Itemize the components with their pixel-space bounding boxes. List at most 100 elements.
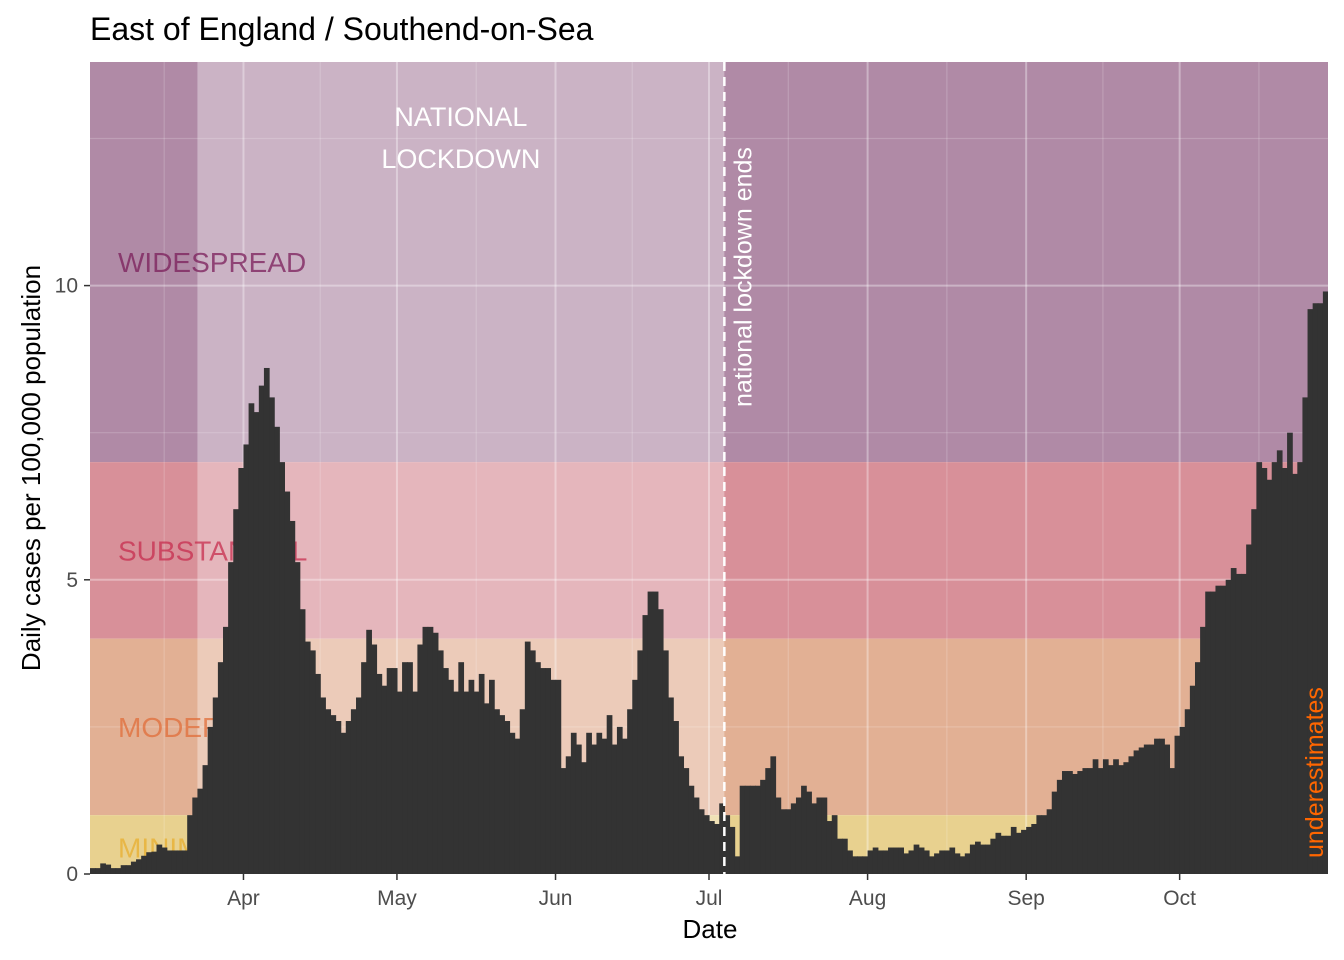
bar: [197, 788, 204, 874]
bar: [509, 732, 516, 874]
bar: [95, 868, 101, 874]
bar: [1138, 747, 1145, 874]
bar: [1118, 765, 1124, 874]
bar: [489, 679, 495, 874]
bar: [749, 785, 756, 874]
bar: [381, 685, 388, 874]
bar: [903, 853, 910, 874]
bar: [228, 562, 234, 874]
bar: [176, 850, 183, 874]
bar: [171, 850, 178, 874]
bar: [1082, 768, 1089, 874]
bar: [1230, 568, 1237, 874]
bar: [248, 403, 255, 874]
bar: [524, 641, 531, 874]
bar: [1225, 579, 1232, 874]
bar: [1077, 771, 1084, 874]
bar: [795, 797, 802, 874]
bar: [939, 850, 945, 874]
bar: [432, 632, 439, 874]
bar: [852, 856, 858, 874]
bar: [575, 744, 582, 874]
bar: [1184, 709, 1191, 874]
bar: [673, 721, 679, 874]
bar: [770, 756, 777, 874]
bar: [990, 838, 997, 874]
bar: [1041, 815, 1048, 874]
bar: [975, 841, 981, 874]
bar: [1102, 759, 1109, 874]
bar: [1312, 303, 1319, 875]
bar: [146, 852, 152, 874]
bar: [125, 865, 132, 874]
bar: [1281, 468, 1288, 874]
bar: [473, 691, 480, 874]
bar: [376, 673, 383, 874]
bar: [652, 591, 659, 874]
bar: [233, 509, 239, 874]
bar: [130, 861, 137, 874]
x-tick-label: May: [377, 887, 417, 910]
bar: [1092, 759, 1099, 874]
bar: [688, 785, 695, 874]
bar: [811, 803, 818, 874]
bar: [703, 815, 710, 874]
chart-title: East of England / Southend-on-Sea: [90, 11, 594, 47]
bar: [1113, 759, 1119, 874]
bar: [637, 650, 644, 874]
bar: [110, 868, 117, 874]
bar: [269, 397, 275, 874]
y-tick-label: 5: [66, 569, 78, 592]
bar: [729, 826, 736, 874]
bar: [1108, 765, 1114, 874]
bar: [801, 785, 807, 874]
bar: [340, 732, 347, 874]
bar: [611, 744, 618, 874]
bar: [258, 385, 265, 874]
bar: [345, 721, 352, 874]
bar: [780, 809, 787, 874]
bar: [862, 856, 869, 874]
bar: [954, 853, 961, 874]
bar: [1169, 768, 1176, 874]
x-tick-label: Sep: [1007, 887, 1044, 910]
bar: [964, 853, 971, 874]
bar: [1179, 726, 1186, 874]
bar: [1005, 835, 1012, 874]
band-widespread: [90, 62, 1328, 463]
bar: [238, 468, 245, 874]
bar: [760, 779, 766, 874]
bar: [591, 744, 598, 874]
bar: [744, 785, 751, 874]
bar: [755, 785, 761, 874]
bar: [606, 715, 613, 874]
bar: [1200, 626, 1206, 874]
bar: [105, 864, 112, 874]
axes: 0 5 10 Apr May Jun Jul Aug Sep Oct: [55, 275, 1197, 910]
bar: [1072, 773, 1078, 874]
bar: [187, 815, 193, 874]
bar: [1159, 738, 1165, 874]
bar: [535, 662, 541, 874]
bar: [371, 644, 378, 874]
x-tick-label: Jun: [539, 887, 573, 910]
bar: [422, 626, 429, 874]
bar: [207, 726, 214, 874]
bar: [969, 844, 976, 874]
bar: [949, 847, 956, 874]
bar: [279, 462, 285, 874]
bar: [1205, 591, 1211, 874]
bar: [1148, 744, 1155, 874]
bar: [632, 679, 638, 874]
bar: [555, 679, 562, 874]
lockdown-end-label: national lockdown ends: [729, 147, 757, 407]
bar: [918, 847, 925, 874]
bar: [1026, 826, 1032, 874]
bar: [734, 856, 741, 874]
bar: [468, 679, 475, 874]
bar: [826, 821, 833, 874]
bar: [662, 650, 669, 874]
bar: [913, 844, 920, 874]
bar: [412, 691, 419, 874]
bar: [1000, 835, 1007, 874]
